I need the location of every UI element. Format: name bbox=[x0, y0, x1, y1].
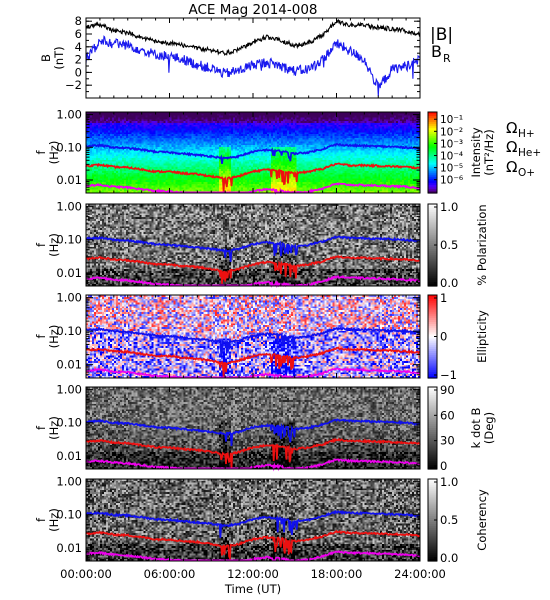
legend-b-r-sub: R bbox=[443, 52, 451, 65]
plot-area bbox=[86, 18, 420, 98]
legend-b-r: B bbox=[431, 42, 442, 61]
y-axis-label-line1: B bbox=[39, 54, 53, 62]
y-axis-label-line2: (nT) bbox=[52, 46, 66, 69]
y-axis-label: B (nT) bbox=[39, 46, 66, 69]
intensity-panel: 1.000.100.01f (Hz)10⁻¹10⁻²10⁻³10⁻⁴10⁻⁵10⁻… bbox=[34, 108, 496, 194]
chart-title: ACE Mag 2014-008 bbox=[188, 2, 317, 18]
y-tick-label: −2 bbox=[65, 78, 82, 92]
